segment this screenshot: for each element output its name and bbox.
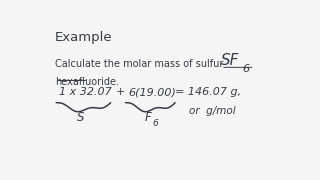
Text: SF: SF: [221, 53, 239, 68]
Text: 6: 6: [152, 119, 158, 128]
Text: 1 x 32.07: 1 x 32.07: [59, 87, 111, 97]
Text: 6(19.00): 6(19.00): [128, 87, 176, 97]
Text: 6: 6: [242, 64, 249, 74]
Text: +: +: [116, 87, 125, 97]
Text: F: F: [145, 111, 151, 124]
Text: hexafluoride.: hexafluoride.: [55, 77, 119, 87]
Text: = 146.07 g,: = 146.07 g,: [175, 87, 241, 97]
Text: or  g/mol: or g/mol: [189, 106, 236, 116]
Text: Example: Example: [55, 31, 113, 44]
Text: S: S: [77, 111, 85, 124]
Text: Calculate the molar mass of sulfur: Calculate the molar mass of sulfur: [55, 59, 223, 69]
